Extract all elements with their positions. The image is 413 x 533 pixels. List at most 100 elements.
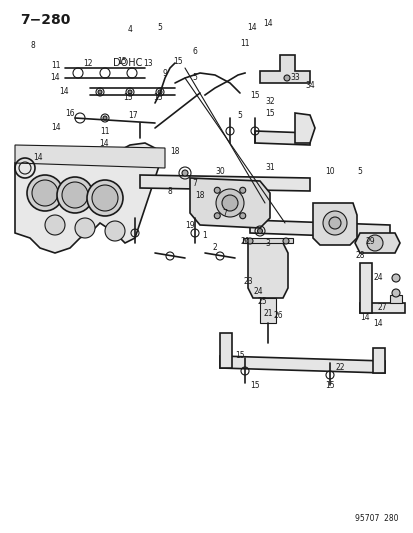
Text: 31: 31 bbox=[265, 164, 274, 173]
Polygon shape bbox=[259, 298, 275, 323]
Polygon shape bbox=[219, 356, 384, 373]
Circle shape bbox=[182, 170, 188, 176]
Polygon shape bbox=[372, 348, 384, 373]
Circle shape bbox=[98, 90, 102, 94]
Text: 5: 5 bbox=[157, 23, 162, 33]
Text: 15: 15 bbox=[249, 91, 259, 100]
Text: 30: 30 bbox=[215, 166, 224, 175]
Circle shape bbox=[366, 235, 382, 251]
Text: 5: 5 bbox=[237, 110, 242, 119]
Text: 34: 34 bbox=[304, 80, 314, 90]
Text: 3: 3 bbox=[265, 238, 270, 247]
Text: 15: 15 bbox=[324, 381, 334, 390]
Text: 28: 28 bbox=[354, 251, 364, 260]
Text: 14: 14 bbox=[59, 87, 69, 96]
Circle shape bbox=[103, 116, 107, 120]
Circle shape bbox=[283, 75, 289, 81]
Circle shape bbox=[216, 189, 243, 217]
Text: 29: 29 bbox=[364, 237, 374, 246]
Text: 13: 13 bbox=[143, 59, 152, 68]
Text: 33: 33 bbox=[290, 74, 299, 83]
Polygon shape bbox=[247, 243, 287, 298]
Circle shape bbox=[257, 229, 262, 233]
Text: 20: 20 bbox=[240, 237, 249, 246]
Circle shape bbox=[128, 90, 132, 94]
Text: 15: 15 bbox=[235, 351, 244, 359]
Text: 15: 15 bbox=[249, 381, 259, 390]
Circle shape bbox=[75, 218, 95, 238]
Text: 14: 14 bbox=[263, 19, 272, 28]
Text: 6: 6 bbox=[192, 46, 197, 55]
Circle shape bbox=[221, 195, 237, 211]
Bar bbox=[389, 295, 401, 303]
Text: 17: 17 bbox=[128, 110, 138, 119]
Text: DOHC: DOHC bbox=[113, 58, 142, 68]
Text: 19: 19 bbox=[185, 222, 195, 230]
Circle shape bbox=[391, 274, 399, 282]
Text: 8: 8 bbox=[167, 187, 172, 196]
Text: 25: 25 bbox=[256, 296, 266, 305]
Circle shape bbox=[391, 289, 399, 297]
Text: 23: 23 bbox=[242, 277, 252, 286]
Text: 1: 1 bbox=[202, 230, 207, 239]
Text: 14: 14 bbox=[33, 154, 43, 163]
Text: 24: 24 bbox=[253, 287, 262, 295]
Polygon shape bbox=[354, 233, 399, 253]
Polygon shape bbox=[190, 178, 269, 228]
Text: 11: 11 bbox=[100, 126, 109, 135]
Circle shape bbox=[45, 215, 65, 235]
Circle shape bbox=[214, 187, 220, 193]
Polygon shape bbox=[15, 143, 159, 253]
Polygon shape bbox=[312, 203, 356, 245]
Circle shape bbox=[282, 238, 288, 244]
Text: 14: 14 bbox=[247, 23, 256, 33]
Text: 95707  280: 95707 280 bbox=[354, 514, 398, 523]
Circle shape bbox=[105, 221, 125, 241]
Circle shape bbox=[322, 211, 346, 235]
Text: 11: 11 bbox=[51, 61, 61, 69]
Text: 14: 14 bbox=[50, 74, 59, 83]
Text: 14: 14 bbox=[99, 139, 109, 148]
Text: 18: 18 bbox=[170, 147, 179, 156]
Polygon shape bbox=[359, 263, 371, 313]
Text: 15: 15 bbox=[265, 109, 274, 117]
Text: 14: 14 bbox=[359, 313, 369, 322]
Circle shape bbox=[239, 187, 245, 193]
Polygon shape bbox=[242, 238, 292, 243]
Text: 15: 15 bbox=[117, 58, 126, 67]
Text: 15: 15 bbox=[173, 58, 183, 67]
Circle shape bbox=[32, 180, 58, 206]
Polygon shape bbox=[219, 333, 231, 368]
Text: 5: 5 bbox=[357, 166, 361, 175]
Text: 8: 8 bbox=[31, 41, 35, 50]
Polygon shape bbox=[15, 145, 165, 168]
Text: 18: 18 bbox=[195, 190, 204, 199]
Polygon shape bbox=[140, 175, 309, 191]
Text: 11: 11 bbox=[240, 38, 249, 47]
Circle shape bbox=[92, 185, 118, 211]
Circle shape bbox=[328, 217, 340, 229]
Text: 24: 24 bbox=[372, 273, 382, 282]
Text: 7: 7 bbox=[222, 208, 227, 217]
Circle shape bbox=[62, 182, 88, 208]
Text: 2: 2 bbox=[212, 244, 217, 253]
Text: 21: 21 bbox=[263, 309, 272, 318]
Text: 4: 4 bbox=[127, 26, 132, 35]
Text: 22: 22 bbox=[335, 364, 344, 373]
Circle shape bbox=[27, 175, 63, 211]
Circle shape bbox=[158, 90, 161, 94]
Text: 12: 12 bbox=[83, 59, 93, 68]
Text: 15: 15 bbox=[123, 93, 133, 102]
Text: 10: 10 bbox=[324, 166, 334, 175]
Text: 9: 9 bbox=[162, 69, 167, 77]
Polygon shape bbox=[259, 55, 309, 83]
Circle shape bbox=[214, 213, 220, 219]
Text: 27: 27 bbox=[376, 303, 386, 312]
Text: 7−280: 7−280 bbox=[20, 13, 70, 27]
Circle shape bbox=[87, 180, 123, 216]
Polygon shape bbox=[249, 220, 389, 238]
Text: 14: 14 bbox=[51, 124, 61, 133]
Text: 26: 26 bbox=[273, 311, 282, 319]
Text: 16: 16 bbox=[65, 109, 75, 117]
Circle shape bbox=[239, 213, 245, 219]
